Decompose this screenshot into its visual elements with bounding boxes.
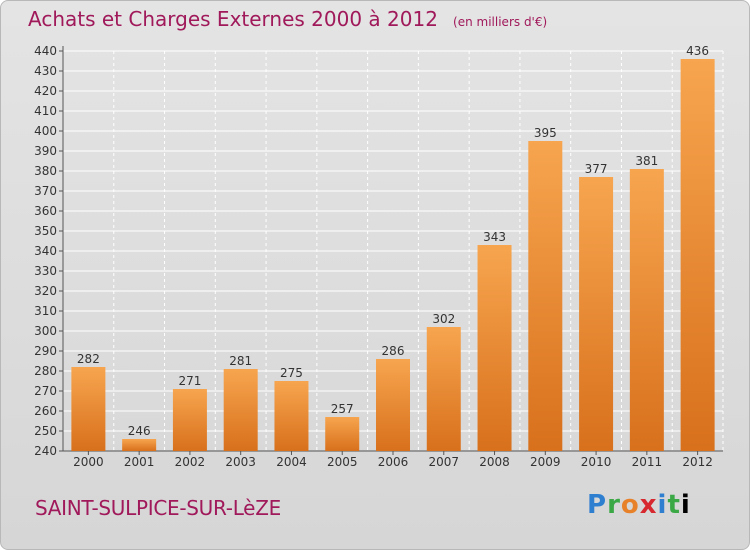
bar-2006 [376,359,410,451]
value-label-2003: 281 [229,354,252,368]
proxiti-logo: Proxiti [587,490,691,520]
bar-2009 [528,141,563,451]
y-tick-label: 290 [34,344,57,358]
title-text: Achats et Charges Externes 2000 à 2012 [28,7,438,31]
y-tick-label: 260 [34,404,57,418]
y-tick-label: 320 [34,284,57,298]
bar-2000 [71,367,106,451]
x-tick-label: 2008 [479,455,510,469]
y-tick-label: 340 [34,244,57,258]
x-tick-label: 2010 [581,455,612,469]
value-label-2007: 302 [432,312,455,326]
y-tick-label: 380 [34,164,57,178]
y-tick-label: 400 [34,124,57,138]
unit-text: (en milliers d'€) [453,15,548,29]
y-tick-label: 300 [34,324,57,338]
commune-name: SAINT-SULPICE-SUR-LèZE [35,496,281,520]
y-tick-label: 410 [34,104,57,118]
bar-2007 [426,327,461,451]
value-label-2008: 343 [483,230,506,244]
x-tick-label: 2006 [378,455,409,469]
y-tick-label: 360 [34,204,57,218]
value-label-2002: 271 [178,374,201,388]
y-tick-label: 280 [34,364,57,378]
y-tick-label: 430 [34,64,57,78]
bar-2010 [579,177,614,451]
y-tick-label: 350 [34,224,57,238]
x-tick-label: 2000 [73,455,104,469]
axes: 240 250 260 270 280 290 300 310 320 330 340 350 360 3… [34,44,723,458]
value-label-2001: 246 [128,424,151,438]
bar-2011 [629,169,664,451]
y-tick-label: 420 [34,84,57,98]
value-label-2012: 436 [686,44,709,58]
y-tick-label: 390 [34,144,57,158]
value-label-2009: 395 [534,126,557,140]
value-label-2000: 282 [77,352,100,366]
bar-2001 [122,439,157,451]
bar-2004 [274,381,309,451]
x-tick-label: 2002 [175,455,206,469]
x-tick-label: 2004 [276,455,307,469]
x-tick-label: 2012 [682,455,713,469]
bar-2002 [172,389,207,451]
y-tick-label: 440 [34,44,57,58]
x-tick-label: 2001 [124,455,155,469]
y-tick-label: 270 [34,384,57,398]
y-tick-label: 370 [34,184,57,198]
x-tick-label: 2005 [327,455,358,469]
value-label-2005: 257 [331,402,354,416]
value-label-2006: 286 [382,344,405,358]
y-tick-label: 310 [34,304,57,318]
x-tick-label: 2011 [632,455,663,469]
x-tick-label: 2003 [225,455,256,469]
bar-2008 [477,245,512,451]
x-tick-label: 2009 [530,455,561,469]
bar-2003 [223,369,258,451]
labels: 2000 282 2001 246 2002 271 2003 281 2004 275 2005 2… [73,44,713,469]
bars [71,59,715,451]
y-tick-label: 330 [34,264,57,278]
x-tick-label: 2007 [428,455,459,469]
value-label-2004: 275 [280,366,303,380]
value-label-2010: 377 [585,162,608,176]
y-tick-label: 240 [34,444,57,458]
chart-title: Achats et Charges Externes 2000 à 2012 (… [28,7,547,31]
y-tick-label: 250 [34,424,57,438]
value-label-2011: 381 [635,154,658,168]
bar-2012 [680,59,715,451]
bar-2005 [325,417,360,451]
